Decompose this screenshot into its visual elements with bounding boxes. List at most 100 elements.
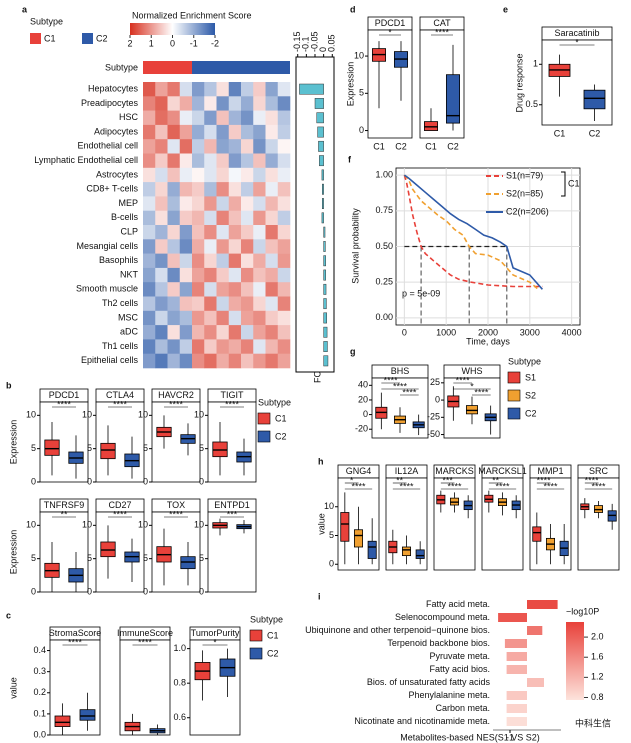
heat-cell xyxy=(253,353,266,369)
heat-cell xyxy=(143,139,156,154)
legend-label: C2 xyxy=(275,431,287,441)
facet-title: IL12A xyxy=(395,466,419,476)
legend-label: C1 xyxy=(44,33,56,43)
panel-letter: g xyxy=(350,346,356,356)
heat-cell xyxy=(265,339,279,354)
heat-cell xyxy=(216,110,230,126)
heat-cell xyxy=(155,167,168,183)
heat-cell xyxy=(167,124,181,140)
colorbar-title: −log10P xyxy=(566,606,599,616)
heat-cell xyxy=(265,310,279,326)
heat-cell xyxy=(228,239,242,254)
heat-cell xyxy=(228,325,242,340)
heat-cell xyxy=(143,124,156,140)
bar xyxy=(506,652,527,661)
heat-cell xyxy=(192,82,205,97)
heat-cell xyxy=(179,225,193,240)
legend-swatch xyxy=(507,371,521,384)
heat-cell xyxy=(143,167,156,183)
row-label: Endothelial cell xyxy=(77,141,138,151)
heat-cell xyxy=(277,225,291,240)
heat-cell xyxy=(216,225,230,240)
heat-cell xyxy=(265,239,279,254)
y-tick-label: 0 xyxy=(31,586,36,596)
axis-label: Expression xyxy=(8,420,18,465)
heat-cell xyxy=(167,253,181,269)
category-label: Carbon meta. xyxy=(435,703,490,713)
category-label: Ubiquinone and other terpenoid−quinone b… xyxy=(305,625,490,635)
category-label: Pyruvate meta. xyxy=(429,651,490,661)
heat-cell xyxy=(167,225,181,240)
heat-cell xyxy=(253,310,266,326)
heat-cell xyxy=(228,210,242,226)
y-tick-label: 1.0 xyxy=(173,643,186,653)
heat-cell xyxy=(265,124,279,140)
heat-cell xyxy=(167,196,181,211)
y-tick-label: 5 xyxy=(359,88,364,98)
fc-tick-label: -0.1 xyxy=(301,36,311,52)
heat-cell xyxy=(143,253,156,269)
axis-label: Survival probability xyxy=(350,208,360,284)
heat-cell xyxy=(179,239,193,254)
heat-cell xyxy=(277,267,291,283)
sig-label: **** xyxy=(113,399,128,409)
sig-label: * xyxy=(470,381,474,391)
heat-cell xyxy=(192,196,205,211)
heat-cell xyxy=(143,82,156,97)
y-tick-label: 10 xyxy=(194,520,204,530)
heat-cell xyxy=(253,210,266,226)
sig-label: ** xyxy=(60,509,68,519)
heat-cell xyxy=(216,182,230,197)
legend-swatch xyxy=(507,407,521,420)
fc-tick-label: 0 xyxy=(318,47,328,52)
colorbar-label: 0 xyxy=(170,38,175,48)
heat-cell xyxy=(265,139,279,154)
y-tick-label: 1 xyxy=(533,59,538,69)
facet-frame xyxy=(119,639,171,736)
heat-cell xyxy=(179,96,193,111)
x-tick-label: 3000 xyxy=(520,327,540,337)
category-label: Phenylalanine meta. xyxy=(408,690,490,700)
heat-cell xyxy=(204,325,217,340)
legend-label: S1 xyxy=(525,372,536,382)
y-tick-label: 5 xyxy=(143,443,148,453)
panel-letter: c xyxy=(6,610,11,620)
facet-title: CD27 xyxy=(108,500,131,510)
category-label: Nicotinate and nicotinamide meta. xyxy=(354,716,490,726)
y-tick-label: -50 xyxy=(427,429,440,439)
facet-title: MARCKSL1 xyxy=(478,466,527,476)
axis-label: value xyxy=(316,513,326,535)
heat-cell xyxy=(167,182,181,197)
heat-cell xyxy=(228,310,242,326)
heat-cell xyxy=(192,167,205,183)
sig-label: **** xyxy=(543,481,558,491)
sig-label: **** xyxy=(447,481,462,491)
legend-label: C2 xyxy=(96,33,108,43)
sig-label: **** xyxy=(399,481,414,491)
colorbar-label: 1.2 xyxy=(591,672,604,682)
heat-cell xyxy=(253,110,266,126)
sig-label: **** xyxy=(113,509,128,519)
fc-bar xyxy=(321,169,324,181)
facet-title: MARCKS xyxy=(435,466,474,476)
heat-cell xyxy=(179,182,193,197)
heat-cell xyxy=(216,282,230,297)
y-tick-label: 0.8 xyxy=(173,678,186,688)
panel-letter: b xyxy=(6,380,12,390)
facet-frame xyxy=(481,477,524,571)
heat-cell xyxy=(143,210,156,226)
heat-cell xyxy=(216,124,230,140)
panel-letter: a xyxy=(22,4,28,14)
x-tick-label: C2 xyxy=(589,128,601,138)
heat-cell xyxy=(241,253,254,269)
y-tick-label: 10 xyxy=(26,520,36,530)
panel-letter: d xyxy=(350,4,356,14)
heat-cell xyxy=(155,339,168,354)
heat-cell xyxy=(143,182,156,197)
y-tick-label: 0.2 xyxy=(33,687,46,697)
heat-cell xyxy=(241,339,254,354)
heat-cell xyxy=(216,196,230,211)
heat-cell xyxy=(241,325,254,340)
heat-cell xyxy=(204,339,217,354)
